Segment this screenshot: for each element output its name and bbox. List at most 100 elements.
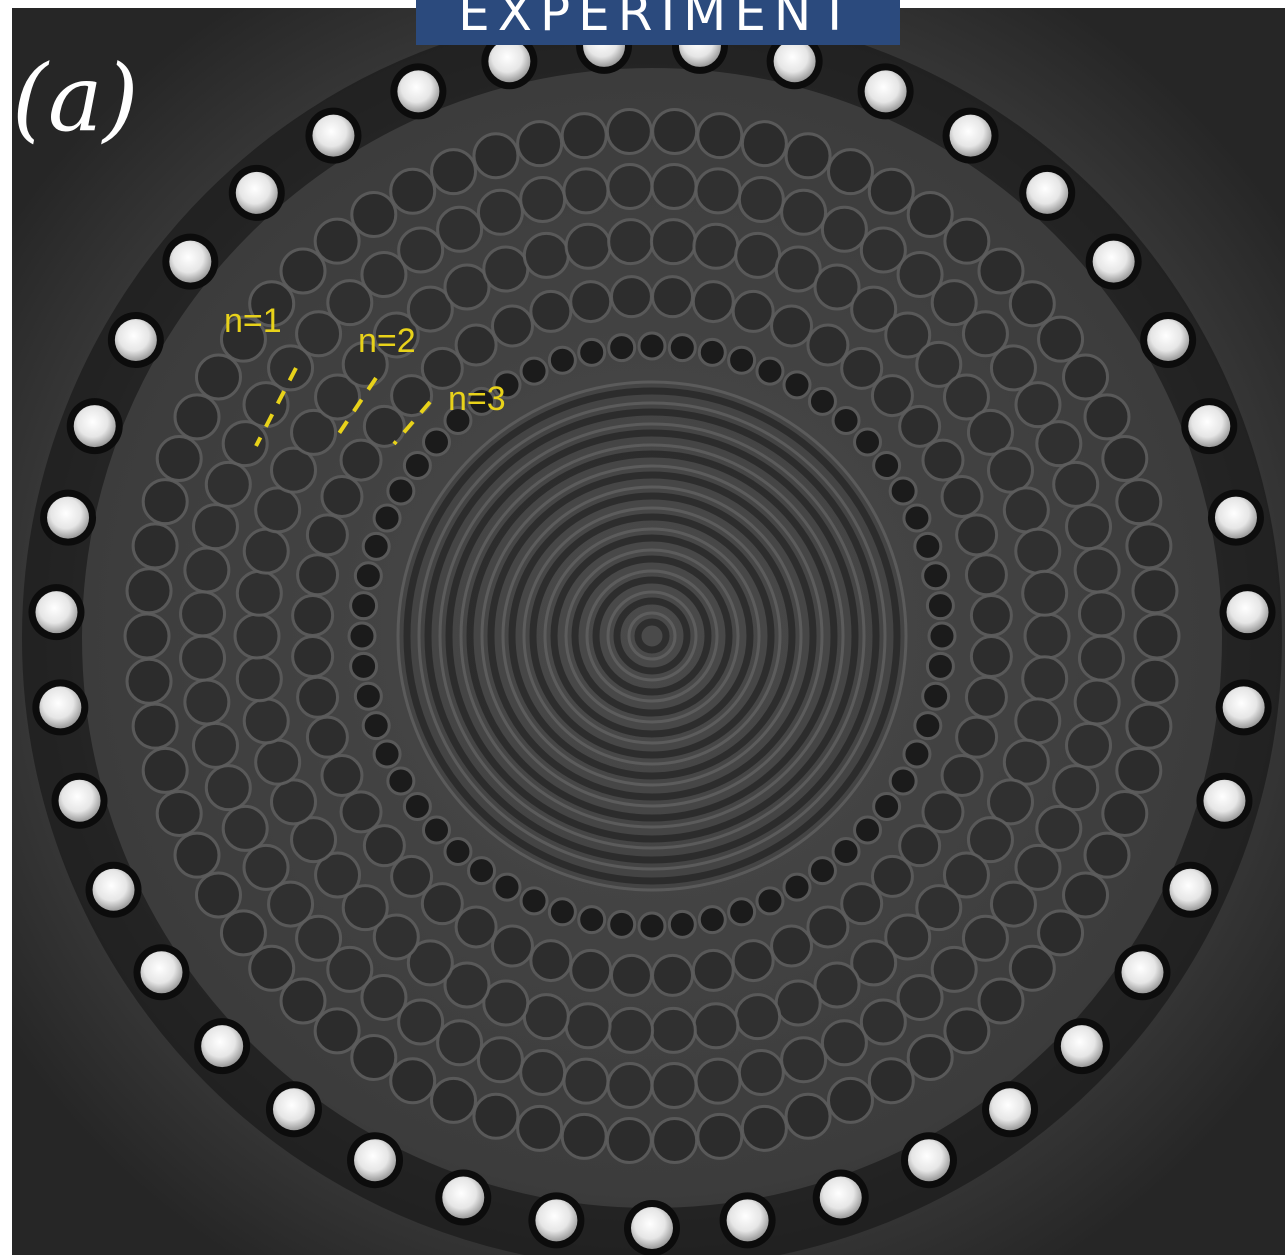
annotation: n=2 bbox=[358, 322, 416, 360]
wave-cell bbox=[742, 122, 786, 166]
wave-cell bbox=[1004, 740, 1048, 784]
wave-cell bbox=[784, 372, 810, 398]
wave-cell bbox=[971, 595, 1011, 635]
wave-cell bbox=[966, 555, 1006, 595]
wave-cell bbox=[1103, 437, 1147, 481]
wave-cell bbox=[175, 395, 219, 439]
droplet bbox=[1215, 497, 1257, 539]
wave-cell bbox=[388, 768, 414, 794]
wave-cell bbox=[133, 524, 177, 568]
wave-cell bbox=[693, 282, 733, 322]
wave-cell bbox=[175, 833, 219, 877]
wave-cell bbox=[1085, 395, 1129, 439]
wave-cell bbox=[669, 335, 695, 361]
wave-cell bbox=[757, 888, 783, 914]
wave-cell bbox=[157, 437, 201, 481]
wave-cell bbox=[518, 1106, 562, 1150]
wave-cell bbox=[181, 592, 225, 636]
droplet bbox=[1147, 319, 1189, 361]
wave-cell bbox=[698, 1114, 742, 1158]
wave-cell bbox=[193, 723, 237, 767]
wave-cell bbox=[143, 480, 187, 524]
wave-cell bbox=[822, 1021, 866, 1065]
wave-cell bbox=[979, 249, 1023, 293]
wave-cell bbox=[355, 563, 381, 589]
droplet bbox=[169, 241, 211, 283]
wave-cell bbox=[484, 981, 528, 1025]
droplet bbox=[74, 405, 116, 447]
droplet bbox=[201, 1025, 243, 1067]
wave-cell bbox=[874, 453, 900, 479]
droplet bbox=[312, 115, 354, 157]
banner-text: EXPERIMENT bbox=[458, 0, 858, 42]
droplet bbox=[1061, 1025, 1103, 1067]
wave-cell bbox=[698, 114, 742, 158]
droplet bbox=[774, 40, 816, 82]
wave-cell bbox=[363, 713, 389, 739]
wave-cell bbox=[1127, 524, 1171, 568]
wave-cell bbox=[374, 505, 400, 531]
wave-cell bbox=[782, 1038, 826, 1082]
wave-cell bbox=[521, 888, 547, 914]
wave-cell bbox=[772, 926, 812, 966]
wave-cell bbox=[828, 1078, 872, 1122]
wave-cell bbox=[244, 529, 288, 573]
wave-cell bbox=[776, 981, 820, 1025]
wave-cell bbox=[256, 488, 300, 532]
wave-cell bbox=[915, 713, 941, 739]
droplet bbox=[236, 172, 278, 214]
droplet bbox=[950, 115, 992, 157]
wave-cell bbox=[729, 899, 755, 925]
wave-cell bbox=[351, 593, 377, 619]
wave-cell bbox=[693, 950, 733, 990]
wave-cell bbox=[438, 207, 482, 251]
wave-cell bbox=[1117, 480, 1161, 524]
droplet bbox=[1121, 951, 1163, 993]
wave-cell bbox=[374, 741, 400, 767]
wave-cell bbox=[181, 636, 225, 680]
wave-cell bbox=[298, 677, 338, 717]
wave-cell bbox=[608, 165, 652, 209]
wave-cell bbox=[478, 190, 522, 234]
wave-cell bbox=[869, 1059, 913, 1103]
wave-cell bbox=[432, 1078, 476, 1122]
wave-cell bbox=[193, 505, 237, 549]
wave-cell bbox=[900, 406, 940, 446]
droplet bbox=[535, 1199, 577, 1241]
wave-cell bbox=[733, 941, 773, 981]
wave-cell bbox=[363, 533, 389, 559]
wave-cell bbox=[609, 1008, 653, 1052]
wave-cell bbox=[388, 478, 414, 504]
wave-cell bbox=[942, 476, 982, 516]
annotation: n=1 bbox=[224, 302, 282, 340]
wave-cell bbox=[923, 563, 949, 589]
wave-cell bbox=[957, 515, 997, 555]
wave-cell bbox=[1010, 282, 1054, 326]
wave-cell bbox=[1054, 462, 1098, 506]
wave-cell bbox=[524, 995, 568, 1039]
wave-cell bbox=[869, 169, 913, 213]
droplet bbox=[865, 70, 907, 112]
wave-cell bbox=[549, 899, 575, 925]
droplet bbox=[39, 686, 81, 728]
wave-cell bbox=[351, 653, 377, 679]
wave-cell bbox=[566, 224, 610, 268]
wave-cell bbox=[432, 150, 476, 194]
wave-cell bbox=[322, 476, 362, 516]
wave-cell bbox=[456, 325, 496, 365]
wave-cell bbox=[307, 717, 347, 757]
wave-cell bbox=[564, 1059, 608, 1103]
wave-cell bbox=[256, 740, 300, 784]
wave-cell bbox=[293, 637, 333, 677]
wave-cell bbox=[221, 911, 265, 955]
wave-cell bbox=[786, 1094, 830, 1138]
wave-cell bbox=[904, 741, 930, 767]
wave-cell bbox=[352, 1035, 396, 1079]
wave-cell bbox=[127, 659, 171, 703]
wave-cell bbox=[364, 826, 404, 866]
wave-cell bbox=[966, 677, 1006, 717]
wave-cell bbox=[1127, 704, 1171, 748]
wave-cell bbox=[521, 1051, 565, 1095]
droplet bbox=[1223, 686, 1265, 728]
wave-cell bbox=[694, 224, 738, 268]
